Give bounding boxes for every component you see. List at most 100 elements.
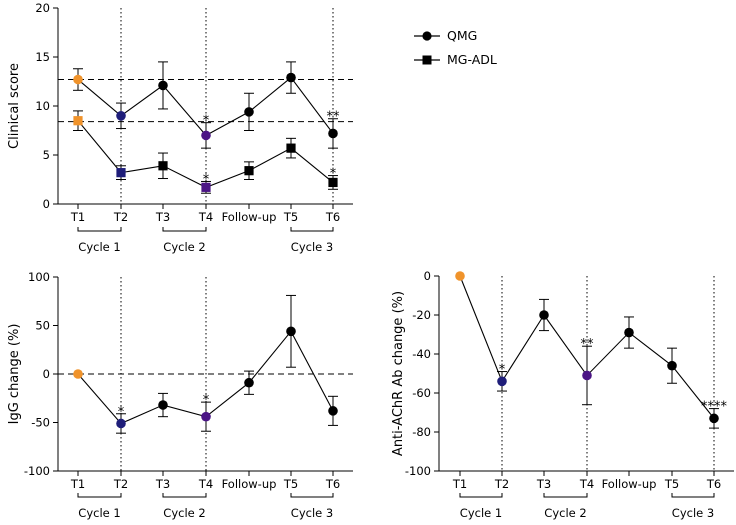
y-tick-label: -50 [31, 416, 50, 430]
x-tick-label: T1 [70, 477, 85, 491]
x-tick-label: T6 [706, 477, 721, 491]
y-tick-label: 0 [43, 197, 50, 211]
data-point-circle [455, 271, 465, 281]
y-tick-label: 15 [35, 50, 50, 64]
data-point-circle [582, 370, 592, 381]
x-tick-label: Follow-up [222, 210, 277, 224]
data-point-circle [286, 326, 296, 337]
x-tick-label: T5 [664, 477, 679, 491]
significance-star: * [330, 167, 337, 182]
cycle-bracket [290, 493, 334, 498]
legend-mgadl-label: MG-ADL [447, 52, 497, 67]
data-point-circle [328, 406, 338, 416]
x-tick-label: T6 [325, 210, 340, 224]
cycle-label: Cycle 1 [460, 506, 502, 520]
legend-qmg-circle-icon [422, 31, 432, 41]
y-tick-label: 0 [424, 269, 431, 283]
x-tick-label: T2 [113, 477, 128, 491]
x-tick-label: T6 [325, 477, 340, 491]
y-tick-label: -40 [412, 347, 431, 361]
data-point-circle [709, 413, 719, 424]
anti-achr-change-panel: -100 -80 -60 -40 -20 0 Anti-AChR Ab change (%)… [391, 269, 734, 520]
data-point-circle [244, 107, 254, 117]
data-point-circle [328, 128, 338, 139]
x-tick-label: T3 [155, 210, 170, 224]
cycle-label: Cycle 1 [78, 506, 120, 520]
cycle-bracket [459, 493, 503, 498]
y-tick-label: -60 [412, 386, 431, 400]
igg-change-panel: -100 -50 0 50 100 IgG change (%) T1 T2 T3 T4 Follo… [7, 270, 353, 520]
x-tick-label: T5 [283, 210, 298, 224]
data-point-circle [286, 72, 296, 83]
y-tick-label: 5 [43, 148, 50, 162]
y-tick-label: -20 [412, 308, 431, 322]
cycle-label: Cycle 3 [672, 506, 714, 520]
data-point-circle [116, 418, 126, 429]
data-point-circle [116, 111, 126, 121]
y-tick-label: 0 [43, 367, 50, 381]
y-tick-label: 20 [35, 1, 50, 15]
x-tick-label: T5 [283, 477, 298, 491]
significance-star: * [118, 405, 125, 420]
significance-star: ** [327, 110, 341, 125]
y-axis-label: Anti-AChR Ab change (%) [391, 291, 406, 456]
data-point-circle [667, 360, 677, 371]
significance-star: ** [581, 337, 595, 352]
cycle-label: Cycle 2 [163, 506, 205, 520]
y-tick-label: -100 [405, 464, 431, 478]
data-point-square [116, 168, 126, 178]
cycle-label: Cycle 2 [163, 240, 205, 254]
data-point-circle [539, 310, 549, 320]
cycle-bracket [671, 493, 715, 498]
x-tick-label: T4 [579, 477, 594, 491]
data-point-circle [624, 327, 634, 338]
y-tick-label: 100 [28, 270, 50, 284]
x-tick-label: T1 [70, 210, 85, 224]
y-tick-label: 10 [35, 99, 50, 113]
cycle-bracket [162, 227, 207, 232]
x-tick-label: T4 [198, 477, 213, 491]
cycle-bracket [162, 493, 207, 498]
cycle-bracket [77, 493, 122, 498]
data-point-circle [201, 130, 211, 141]
cycle-label: Cycle 2 [544, 506, 586, 520]
cycle-label: Cycle 3 [291, 506, 333, 520]
x-tick-label: T2 [494, 477, 509, 491]
data-point-circle [497, 376, 507, 387]
data-point-circle [244, 377, 254, 388]
cycle-label: Cycle 1 [78, 240, 120, 254]
significance-star: **** [701, 400, 728, 415]
legend-mgadl-square-icon [422, 55, 432, 65]
x-tick-label: T1 [452, 477, 467, 491]
data-point-square [286, 143, 296, 153]
cycle-label: Cycle 3 [291, 240, 333, 254]
x-tick-label: T2 [113, 210, 128, 224]
data-point-circle [73, 369, 83, 379]
data-point-circle [201, 411, 211, 422]
y-axis-label: IgG change (%) [7, 324, 22, 425]
x-tick-label: Follow-up [222, 477, 277, 491]
data-point-square [158, 161, 168, 171]
x-tick-label: T4 [198, 210, 213, 224]
significance-star: * [203, 172, 210, 187]
significance-star: * [203, 114, 210, 129]
data-point-circle [158, 80, 168, 91]
x-tick-label: T3 [536, 477, 551, 491]
data-point-square [73, 116, 83, 126]
cycle-bracket [290, 227, 334, 232]
legend-qmg-label: QMG [447, 28, 477, 43]
x-tick-label: Follow-up [602, 477, 657, 491]
significance-star: * [499, 363, 506, 378]
data-point-square [201, 182, 211, 192]
cycle-bracket [543, 493, 588, 498]
y-tick-label: -80 [412, 425, 431, 439]
data-point-circle [158, 400, 168, 410]
data-point-square [328, 177, 338, 188]
x-tick-label: T3 [155, 477, 170, 491]
data-point-circle [73, 74, 83, 85]
legend: QMG MG-ADL [414, 28, 497, 67]
y-axis-label: Clinical score [7, 63, 22, 149]
significance-star: * [203, 393, 210, 408]
clinical-score-panel: 0 5 10 15 20 Clinical score T1 T2 T3 T4 Follow-up T… [7, 1, 353, 254]
